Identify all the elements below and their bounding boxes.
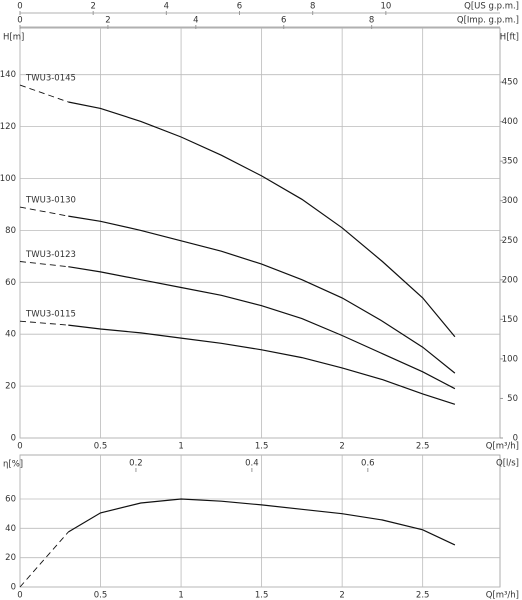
curve-label: TWU3-0145 xyxy=(25,74,76,84)
curve xyxy=(68,266,456,390)
x-axis-label: Q[m³/h] xyxy=(486,442,519,452)
y2-tick-label: 250 xyxy=(502,236,518,246)
curve-extension xyxy=(19,320,69,326)
curve xyxy=(67,498,456,546)
x-tick-label: 0.5 xyxy=(94,591,108,600)
top-tick-label: 0.6 xyxy=(361,459,375,469)
y-tick-label: 20 xyxy=(5,382,16,392)
top-tick-label: 2 xyxy=(90,2,95,12)
x-tick-label: 0 xyxy=(17,591,22,600)
top-axis-label: Q[Imp. g.p.m.] xyxy=(457,16,519,26)
top-tick-label: 0 xyxy=(17,16,22,26)
top-tick-label: 0.4 xyxy=(245,459,259,469)
x-tick-label: 1 xyxy=(178,591,183,600)
top-tick-label: 6 xyxy=(281,16,286,26)
top-tick-label: 0.2 xyxy=(129,459,143,469)
top-tick-label: 4 xyxy=(193,16,198,26)
y2-tick-label: 450 xyxy=(502,78,518,88)
top-tick-label: 8 xyxy=(369,16,374,26)
y-tick-label: 100 xyxy=(0,174,16,184)
y-tick-label: 20 xyxy=(5,553,16,563)
y-tick-label: 60 xyxy=(5,278,16,288)
curve-extension xyxy=(19,206,69,217)
curve-extension xyxy=(19,261,69,268)
x-axis-label: Q[m³/h] xyxy=(486,591,519,600)
x-tick-label: 2 xyxy=(339,442,344,452)
x-tick-label: 2.5 xyxy=(416,442,430,452)
y-tick-label: 40 xyxy=(5,330,16,340)
curve xyxy=(68,324,456,405)
x-tick-label: 2.5 xyxy=(416,591,430,600)
top-tick-label: 0 xyxy=(17,2,22,12)
y2-tick-label: 350 xyxy=(502,157,518,167)
y-axis-label: η[%] xyxy=(3,460,23,470)
curve-extension xyxy=(19,84,69,103)
x-tick-label: 0 xyxy=(17,442,22,452)
y2-tick-label: 150 xyxy=(502,315,518,325)
curve-label: TWU3-0130 xyxy=(25,196,76,206)
y2-tick-label: 50 xyxy=(507,394,518,404)
y-tick-label: 0 xyxy=(11,434,16,444)
x-tick-label: 1 xyxy=(178,442,183,452)
x-tick-label: 0.5 xyxy=(94,442,108,452)
top-tick-label: 6 xyxy=(237,2,242,12)
curve-label: TWU3-0123 xyxy=(25,250,76,260)
y-tick-label: 80 xyxy=(5,226,16,236)
y2-tick-label: 100 xyxy=(502,354,518,364)
top-axis-label: Q[l/s] xyxy=(496,459,519,469)
top-tick-label: 8 xyxy=(310,2,315,12)
x-tick-label: 1.5 xyxy=(255,442,269,452)
top-tick-label: 2 xyxy=(105,16,110,26)
y-tick-label: 120 xyxy=(0,122,16,132)
y2-tick-label: 200 xyxy=(502,275,518,285)
top-axis-label: Q[US g.p.m.] xyxy=(464,2,519,12)
x-tick-label: 2 xyxy=(339,591,344,600)
y-tick-label: 0 xyxy=(11,583,16,593)
top-tick-label: 10 xyxy=(380,2,391,12)
curve xyxy=(68,101,456,338)
curve-extension xyxy=(19,531,69,588)
plot-frame xyxy=(19,454,501,588)
y2-tick-label: 400 xyxy=(502,117,518,127)
plot-frame xyxy=(19,27,501,439)
y-tick-label: 60 xyxy=(5,495,16,505)
y-tick-label: 40 xyxy=(5,524,16,534)
curve-label: TWU3-0115 xyxy=(25,310,76,320)
y2-tick-label: 0 xyxy=(513,434,518,444)
y2-axis-label: H[ft] xyxy=(500,33,519,43)
curve xyxy=(68,215,456,374)
top-tick-label: 4 xyxy=(164,2,169,12)
x-tick-label: 1.5 xyxy=(255,591,269,600)
y2-tick-label: 300 xyxy=(502,196,518,206)
y-axis-label: H[m] xyxy=(3,33,24,43)
y-tick-label: 140 xyxy=(0,70,16,80)
